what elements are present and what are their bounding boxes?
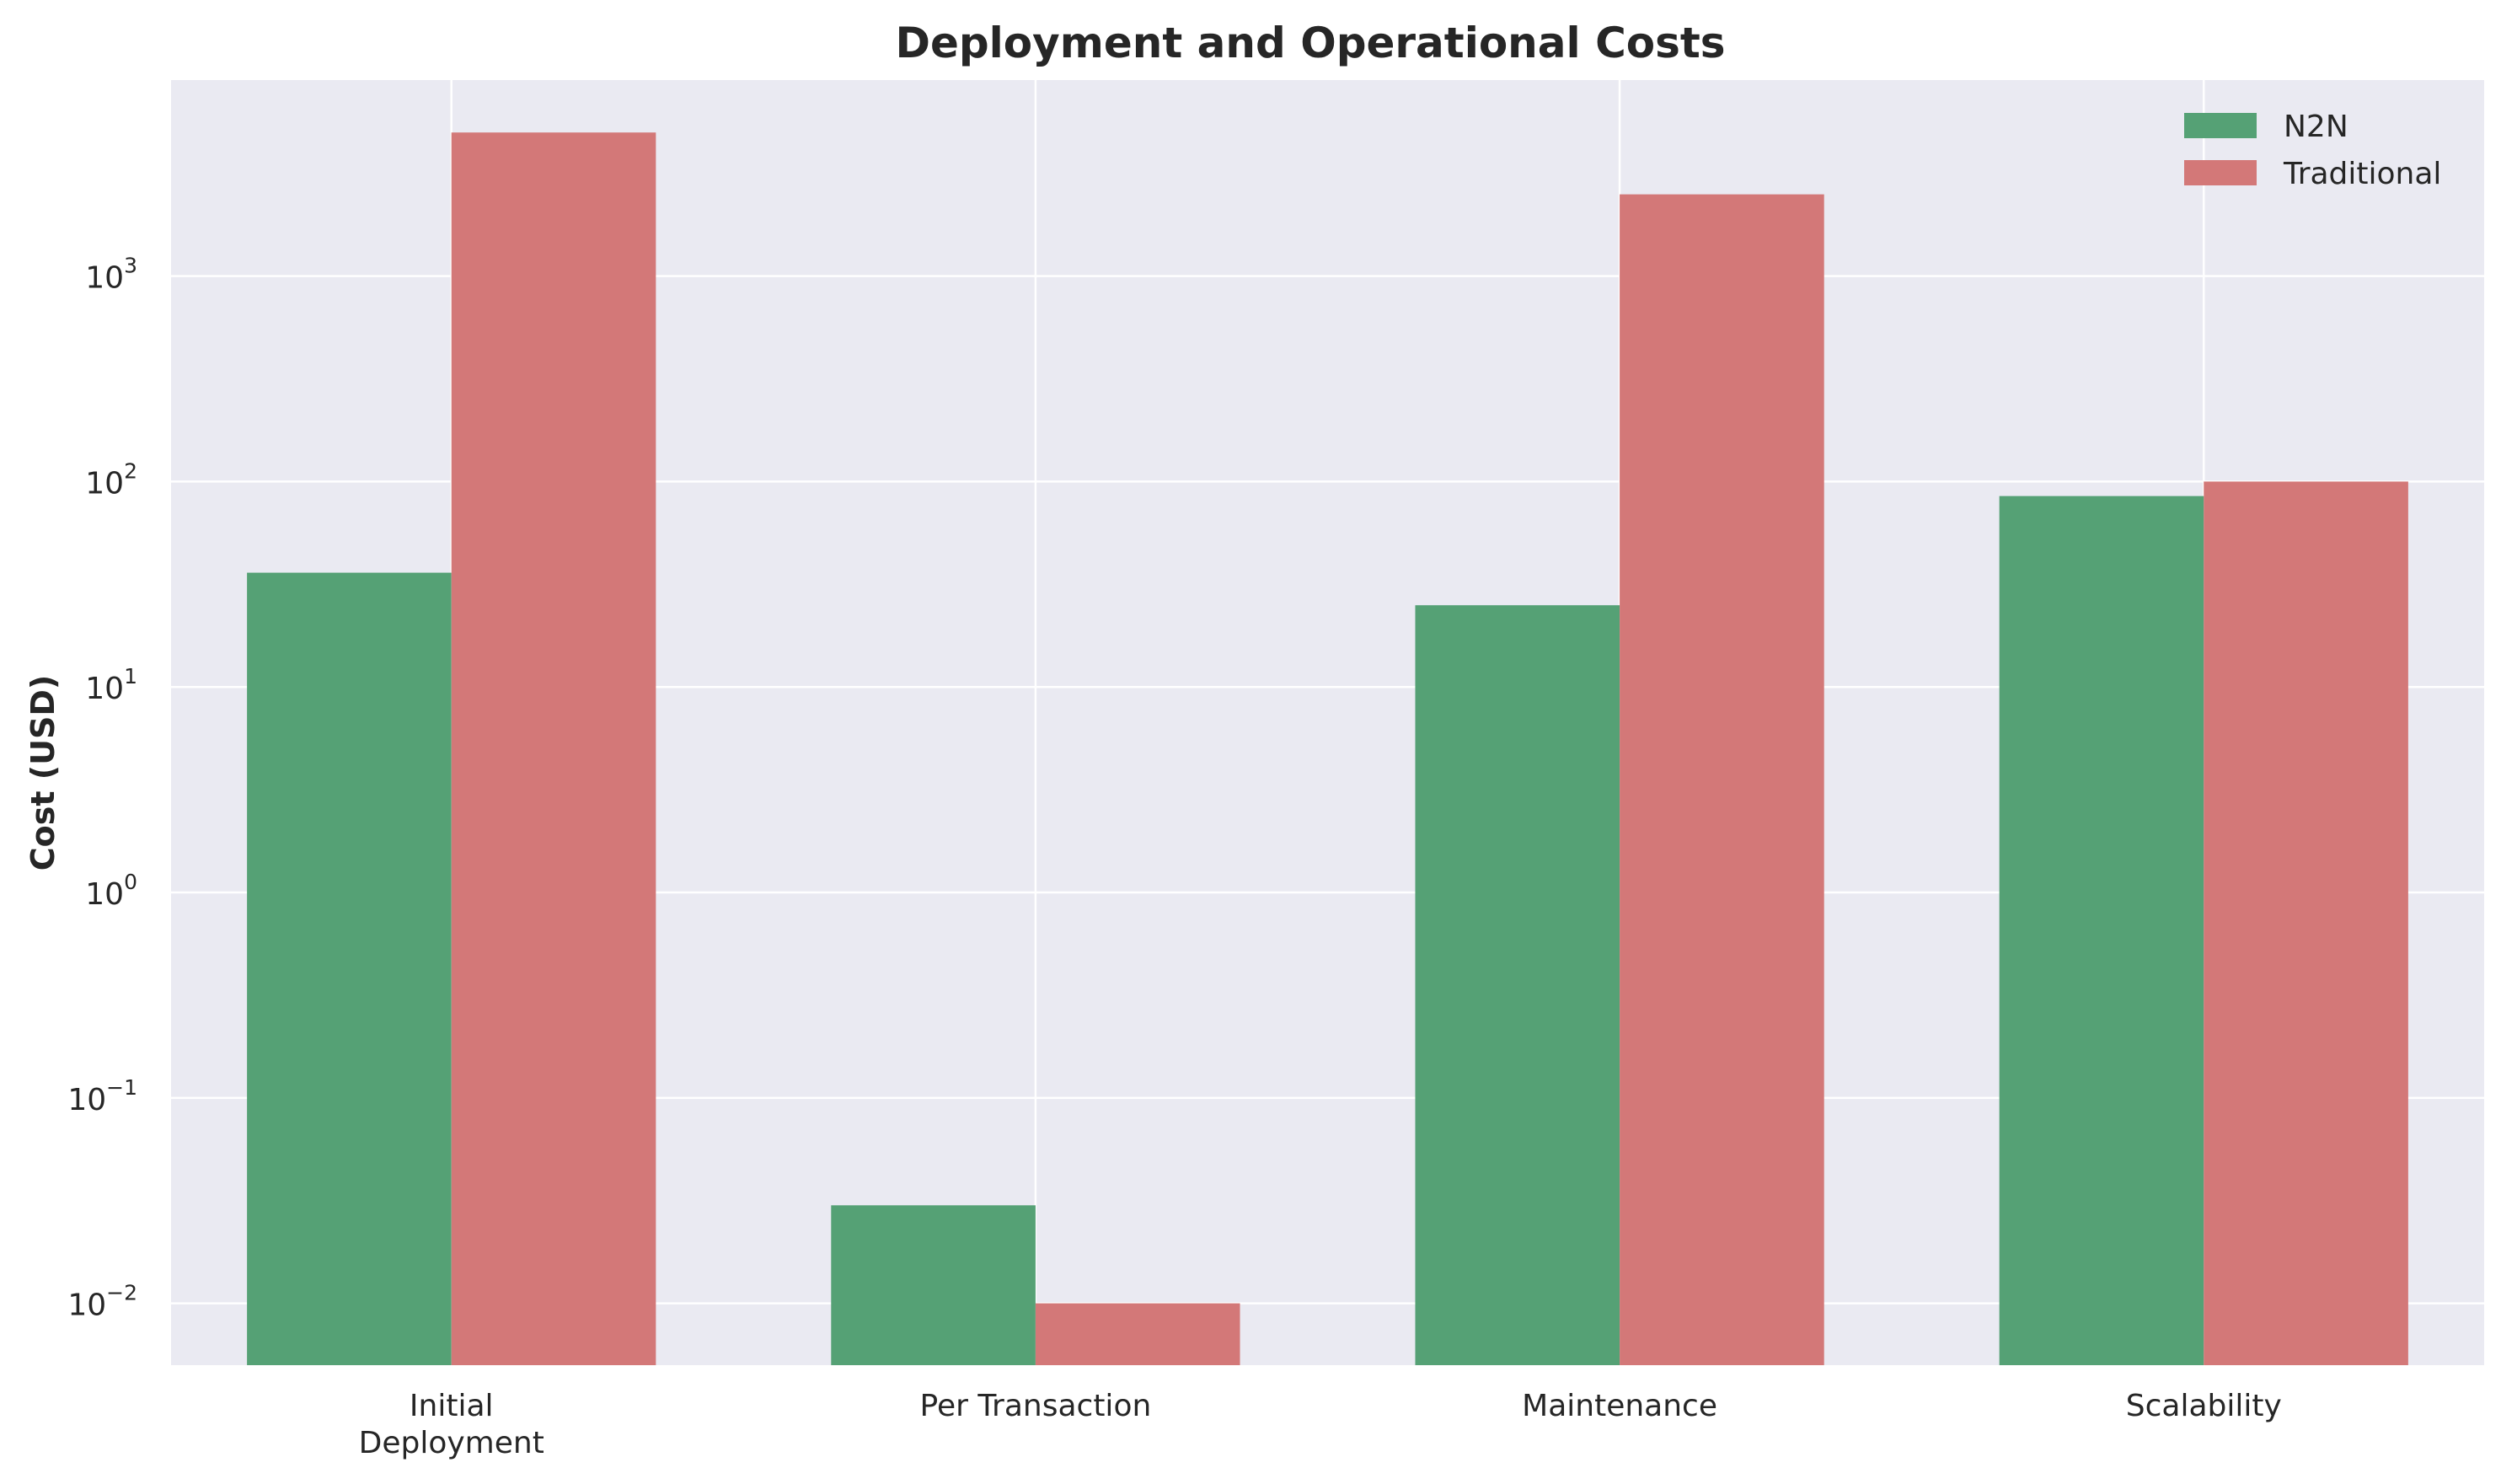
bar-n2n-2	[1415, 605, 1620, 1365]
legend: N2N Traditional	[2184, 110, 2441, 191]
bar-traditional-0	[451, 132, 656, 1365]
x-tick-label: Scalability	[2126, 1389, 2282, 1423]
bars	[247, 132, 2408, 1365]
y-tick-label: 103	[85, 254, 137, 296]
x-tick-label: Deployment	[359, 1426, 544, 1460]
bar-n2n-3	[1999, 496, 2204, 1365]
bar-n2n-1	[831, 1205, 1036, 1365]
bar-traditional-2	[1620, 194, 1824, 1365]
x-tick-label: Maintenance	[1522, 1389, 1717, 1423]
y-axis-ticks: 10−2 10−1 100 101 102 103	[67, 254, 137, 1323]
x-tick-label: Initial	[410, 1389, 494, 1423]
legend-swatch-traditional	[2184, 160, 2257, 185]
y-axis-label: Cost (USD)	[24, 675, 62, 871]
legend-label-n2n: N2N	[2284, 110, 2348, 144]
y-tick-label: 10−2	[67, 1281, 137, 1323]
bar-n2n-0	[247, 572, 452, 1365]
y-tick-label: 101	[85, 664, 137, 706]
bar-traditional-3	[2204, 481, 2408, 1365]
legend-label-traditional: Traditional	[2283, 157, 2441, 191]
x-tick-label: Per Transaction	[920, 1389, 1152, 1423]
chart-title: Deployment and Operational Costs	[895, 19, 1725, 67]
y-tick-label: 100	[85, 870, 137, 912]
legend-swatch-n2n	[2184, 113, 2257, 138]
bar-traditional-1	[1035, 1303, 1240, 1365]
y-tick-label: 102	[85, 458, 137, 501]
y-tick-label: 10−1	[67, 1075, 137, 1117]
